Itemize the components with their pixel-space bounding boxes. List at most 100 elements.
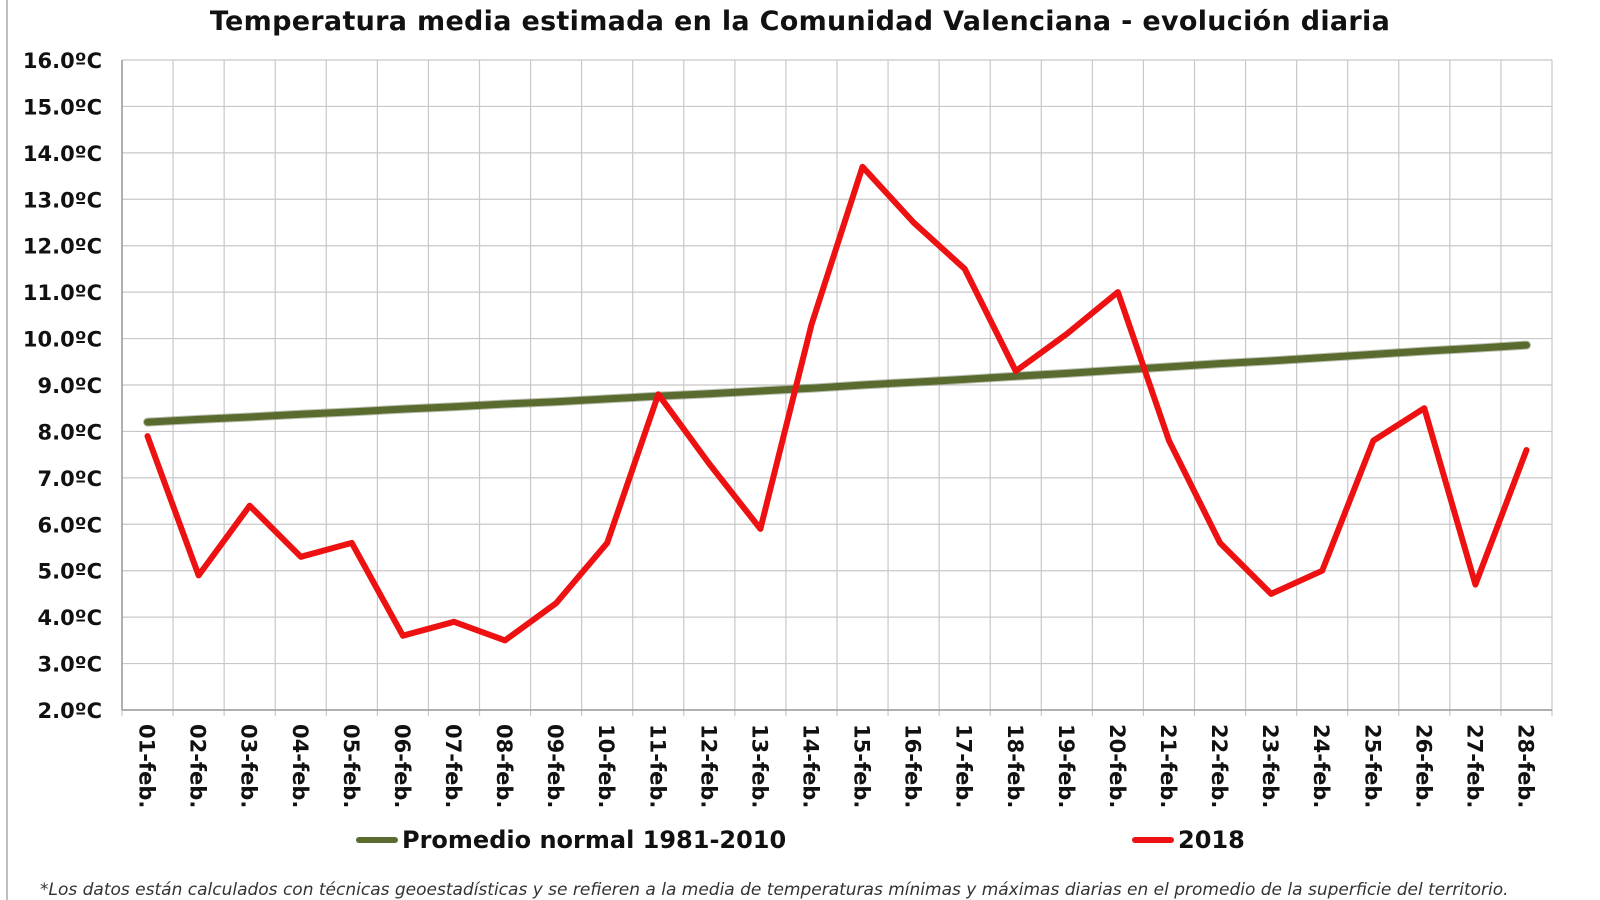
point-2018 (911, 220, 916, 225)
point-normal (911, 380, 916, 385)
x-tick-label: 26-feb. (1411, 724, 1435, 808)
point-normal (707, 391, 712, 396)
x-tick-label: 23-feb. (1258, 724, 1282, 808)
legend-swatch-normal (356, 837, 398, 843)
y-tick-label: 16.0ºC (23, 49, 102, 73)
point-2018 (196, 573, 201, 578)
y-tick-label: 2.0ºC (38, 699, 102, 723)
y-tick-label: 11.0ºC (23, 281, 102, 305)
point-normal (298, 412, 303, 417)
point-normal (1218, 361, 1223, 366)
point-normal (1269, 358, 1274, 363)
x-tick-label: 05-feb. (339, 724, 363, 808)
point-normal (1422, 349, 1427, 354)
series-line-normal (144, 341, 1530, 426)
point-normal (503, 402, 508, 407)
point-2018 (809, 322, 814, 327)
point-2018 (605, 540, 610, 545)
point-normal (860, 383, 865, 387)
point-normal (349, 409, 354, 414)
point-2018 (349, 540, 354, 545)
x-tick-label: 24-feb. (1309, 724, 1333, 808)
y-tick-label: 13.0ºC (23, 188, 102, 212)
point-2018 (707, 461, 712, 466)
point-2018 (145, 434, 150, 439)
point-2018 (1473, 582, 1478, 587)
x-tick-label: 06-feb. (390, 724, 414, 808)
x-tick-label: 09-feb. (543, 724, 567, 808)
point-2018 (1218, 540, 1223, 545)
point-2018 (758, 526, 763, 531)
frame-border (6, 0, 8, 900)
point-normal (1473, 346, 1478, 351)
y-tick-label: 6.0ºC (38, 513, 102, 537)
y-tick-label: 8.0ºC (38, 420, 102, 444)
point-normal (451, 404, 456, 409)
chart-title: Temperatura media estimada en la Comunid… (209, 6, 1391, 37)
legend-label-normal: Promedio normal 1981-2010 (402, 826, 787, 854)
point-normal (605, 396, 610, 401)
point-normal (400, 407, 405, 412)
y-tick-label: 7.0ºC (38, 467, 102, 491)
point-2018 (298, 554, 303, 559)
point-normal (1115, 368, 1120, 373)
legend-label-2018: 2018 (1178, 826, 1245, 854)
x-tick-label: 01-feb. (135, 724, 159, 808)
y-tick-label: 14.0ºC (23, 142, 102, 166)
point-2018 (1115, 290, 1120, 295)
x-tick-label: 19-feb. (1054, 724, 1078, 808)
point-normal (1013, 374, 1018, 379)
point-2018 (1013, 369, 1018, 374)
x-tick-label: 20-feb. (1105, 724, 1129, 808)
point-2018 (400, 633, 405, 638)
y-tick-label: 9.0ºC (38, 374, 102, 398)
legend-item-2018: 2018 (1132, 822, 1245, 858)
x-tick-label: 02-feb. (186, 724, 210, 808)
x-tick-label: 03-feb. (237, 724, 261, 808)
point-2018 (1422, 406, 1427, 411)
point-normal (247, 415, 252, 420)
point-normal (1320, 355, 1325, 360)
y-tick-label: 10.0ºC (23, 328, 102, 352)
point-2018 (554, 601, 559, 606)
point-normal (809, 386, 814, 391)
point-2018 (1371, 438, 1376, 443)
point-2018 (656, 392, 661, 397)
point-normal (554, 399, 559, 404)
point-2018 (1166, 438, 1171, 443)
x-tick-label: 07-feb. (441, 724, 465, 808)
point-2018 (1064, 331, 1069, 336)
point-normal (1064, 371, 1069, 376)
x-tick-label: 12-feb. (696, 724, 720, 808)
x-tick-label: 16-feb. (901, 724, 925, 808)
x-tick-label: 11-feb. (645, 724, 669, 808)
point-normal (1371, 352, 1376, 357)
legend-item-normal: Promedio normal 1981-2010 (356, 822, 786, 858)
x-tick-label: 08-feb. (492, 724, 516, 808)
x-tick-label: 27-feb. (1462, 724, 1486, 808)
y-tick-label: 15.0ºC (23, 95, 102, 119)
x-tick-label: 25-feb. (1360, 724, 1384, 808)
footnote: *Los datos están calculados con técnicas… (40, 880, 1509, 900)
x-tick-label: 14-feb. (798, 724, 822, 808)
point-normal (962, 377, 967, 382)
point-2018 (962, 266, 967, 271)
point-normal (1166, 364, 1171, 369)
point-normal (1524, 343, 1529, 348)
y-tick-label: 12.0ºC (23, 235, 102, 259)
x-tick-labels: 01-feb. 02-feb. 03-feb. 04-feb. 05-feb. 06-fe… (135, 724, 1538, 808)
x-tick-label: 10-feb. (594, 724, 618, 808)
point-2018 (860, 164, 865, 169)
x-tick-label: 22-feb. (1207, 724, 1231, 808)
point-2018 (451, 619, 456, 624)
series-lines (143, 163, 1531, 644)
x-tick-label: 15-feb. (850, 724, 874, 808)
x-tick-label: 13-feb. (747, 724, 771, 808)
point-2018 (1320, 568, 1325, 573)
point-normal (758, 389, 763, 394)
x-tick-label: 17-feb. (952, 724, 976, 808)
series-line-2018 (144, 163, 1530, 644)
point-2018 (1524, 448, 1529, 452)
x-tick-label: 18-feb. (1003, 724, 1027, 808)
